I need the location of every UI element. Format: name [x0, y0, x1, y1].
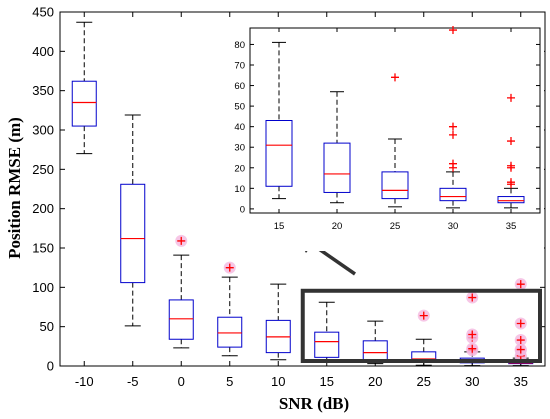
y-tick-label: 450	[32, 5, 54, 20]
inset-box-outlier-marker	[507, 137, 515, 146]
box-outlier-marker	[419, 311, 428, 320]
inset-box-box	[439, 187, 467, 202]
inset-y-tick-label: 30	[234, 143, 245, 154]
inset-box-outlier-marker	[507, 161, 515, 170]
x-tick-label: 15	[320, 374, 334, 389]
inset-y-tick-label: 10	[234, 184, 245, 195]
inset-x-tick-label: 20	[332, 221, 343, 232]
box-box	[71, 80, 97, 127]
y-axis-label: Position RMSE (m)	[5, 117, 24, 259]
inset-box-outlier-marker	[449, 130, 457, 139]
y-tick-label: 300	[32, 123, 54, 138]
inset-y-tick-label: 20	[234, 163, 245, 174]
plot-frame	[59, 11, 546, 367]
box-outlier-marker	[225, 263, 234, 272]
zoom-highlight-box	[300, 288, 542, 364]
x-tick-label: -10	[75, 374, 94, 389]
x-tick-label: 0	[178, 374, 185, 389]
box-box	[314, 331, 340, 358]
box-box	[217, 316, 243, 348]
box-outlier-marker	[177, 236, 186, 245]
y-tick-label: 0	[47, 359, 54, 374]
box-box	[362, 340, 388, 361]
x-axis-label: SNR (dB)	[279, 394, 349, 413]
box-outlier-marker	[516, 319, 525, 328]
box-outlier-marker	[468, 293, 477, 302]
y-tick-label: 150	[32, 241, 54, 256]
inset-x-tick-label: 30	[448, 221, 459, 232]
y-tick-label: 400	[32, 44, 54, 59]
inset-box-outlier-marker	[391, 73, 399, 82]
y-tick-label: 350	[32, 83, 54, 98]
inset-y-tick-label: 70	[234, 61, 245, 72]
x-tick-label: -5	[127, 374, 139, 389]
x-tick-label: 5	[226, 374, 233, 389]
inset-y-tick-label: 40	[234, 122, 245, 133]
inset-box-outlier-marker	[449, 159, 457, 168]
inset-x-tick-label: 35	[506, 221, 517, 232]
box-box	[168, 299, 194, 340]
inset-y-tick-label: 0	[240, 204, 245, 215]
box-outlier-marker	[516, 280, 525, 289]
inset-box-box	[323, 142, 351, 193]
inset-box-outlier-marker	[507, 178, 515, 187]
box-outlier-marker	[468, 330, 477, 339]
inset-box-box	[265, 120, 293, 187]
x-tick-label: 25	[417, 374, 431, 389]
y-tick-label: 100	[32, 280, 54, 295]
y-tick-label: 250	[32, 162, 54, 177]
box-box	[120, 183, 146, 284]
inset-box-outlier-marker	[507, 93, 515, 102]
x-tick-label: 35	[514, 374, 528, 389]
inset-x-tick-label: 25	[390, 221, 401, 232]
x-tick-label: 20	[368, 374, 382, 389]
inset-box-box	[497, 196, 525, 204]
y-tick-label: 50	[40, 319, 54, 334]
box-outlier-marker	[516, 336, 525, 345]
box-outlier-marker	[516, 345, 525, 354]
x-tick-label: 10	[271, 374, 285, 389]
inset-y-tick-label: 60	[234, 81, 245, 92]
inset-box-outlier-marker	[449, 122, 457, 131]
inset-x-tick-label: 15	[274, 221, 285, 232]
inset-y-tick-label: 80	[234, 40, 245, 51]
box-outlier-marker	[468, 344, 477, 353]
y-tick-label: 200	[32, 201, 54, 216]
inset-y-tick-label: 50	[234, 102, 245, 113]
x-tick-label: 30	[465, 374, 479, 389]
inset-box-outlier-marker	[449, 26, 457, 35]
inset-box-box	[381, 171, 409, 200]
